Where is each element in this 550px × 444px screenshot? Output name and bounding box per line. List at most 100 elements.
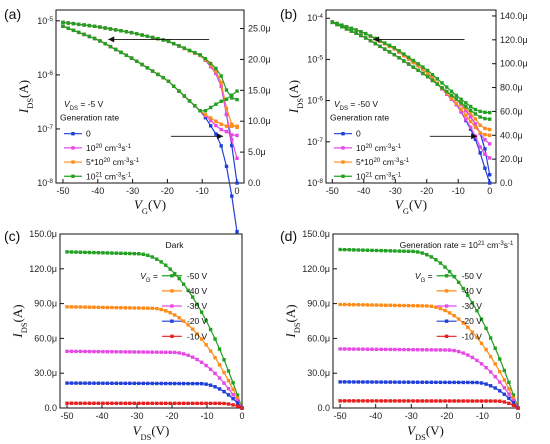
series-lin-10^21 cm-3s-1-point (177, 44, 181, 48)
x-tick-label: -20 (420, 186, 433, 196)
series--20 V-point (231, 397, 235, 401)
y-left-tick-label: 10-7 (37, 123, 53, 134)
series--30 V-point (96, 349, 101, 354)
series-log-10^21 cm-3s-1-point (203, 109, 208, 113)
series-lin-5*10^20 cm-3s-1-point (459, 107, 463, 111)
series-log-10^21 cm-3s-1-point (416, 68, 420, 72)
series--30 V-point (447, 348, 452, 352)
series-log-10^21 cm-3s-1-line (62, 25, 238, 112)
series--50 V-point (74, 250, 78, 254)
series--50 V-point (199, 310, 204, 314)
x-tick-label: 0 (487, 186, 492, 196)
series--30 V-point (384, 347, 388, 352)
series-lin-5*10^20 cm-3s-1-point (488, 133, 492, 137)
series--40 V-point (429, 304, 434, 309)
plot-frame (325, 9, 497, 184)
series-lin-10^21 cm-3s-1-point (87, 23, 92, 28)
series--20 V-point (479, 381, 484, 385)
series-log-10^21 cm-3s-1-point (406, 62, 411, 66)
series--10 V-point (141, 401, 145, 405)
legend-entry: -40 V (462, 286, 483, 296)
series-log-10^21 cm-3s-1-point (135, 59, 139, 63)
series-log-5*10^20 cm-3s-1-point (488, 127, 492, 132)
series--40 V-point (393, 303, 397, 308)
series--40 V-point (164, 309, 168, 313)
series--40 V-point (374, 303, 379, 307)
series--10 V-point (190, 401, 195, 406)
series--30 V-point (195, 357, 199, 362)
series--50 V-point (420, 251, 424, 255)
series--10 V-point (69, 401, 74, 405)
series--40 V-point (119, 306, 123, 310)
series--40 V-point (461, 321, 465, 325)
series-lin-10^21 cm-3s-1-point (203, 56, 208, 61)
series--50 V-point (141, 252, 145, 256)
series--50 V-point (511, 393, 516, 397)
series--50 V-point (402, 249, 406, 253)
series-lin-10^21 cm-3s-1-point (383, 41, 387, 45)
series-lin-0-point (473, 137, 478, 142)
series--30 V-point (479, 362, 484, 366)
series--10 V-point (83, 401, 87, 405)
series--50 V-point (461, 286, 465, 291)
series--40 V-point (159, 307, 163, 312)
series-lin-10^21 cm-3s-1-point (468, 104, 473, 109)
series--20 V-point (402, 380, 406, 384)
series--40 V-point (213, 356, 217, 360)
series--30 V-point (374, 347, 379, 352)
series--50 V-point (119, 251, 123, 255)
series-lin-10^21 cm-3s-1-point (124, 30, 128, 34)
series-lin-10^21 cm-3s-1-point (402, 52, 406, 56)
series-log-5*10^20 cm-3s-1-point (230, 124, 234, 128)
series--10 V-point (146, 401, 150, 406)
series--40 V-point (83, 305, 87, 309)
series-lin-10^21 cm-3s-1-point (373, 36, 377, 41)
y-right-tick-label: 20.0μ (248, 54, 271, 64)
series-log-10^21 cm-3s-1-point (156, 72, 160, 77)
series--10 V-point (168, 401, 172, 406)
series-lin-10^21 cm-3s-1-line (332, 21, 490, 114)
series--20 V-point (195, 381, 199, 386)
series--10 V-point (92, 401, 96, 405)
series-log-10^21 cm-3s-1-point (368, 39, 373, 43)
series--40 V-point (199, 337, 204, 341)
series--40 V-point (235, 396, 240, 401)
series--10 V-point (502, 400, 507, 404)
x-tick-label: -30 (126, 186, 139, 196)
series--20 V-point (87, 381, 92, 385)
series--40 V-point (443, 308, 447, 313)
x-tick-label: -10 (476, 411, 489, 421)
series-log-10^21 cm-3s-1-point (402, 59, 406, 63)
series--40 V-point (457, 317, 461, 321)
series--50 V-point (235, 393, 240, 397)
legend-entry: 5*1020 cm-3s-1 (86, 157, 140, 168)
series--30 V-point (452, 348, 456, 353)
series-lin-0-point (235, 181, 239, 185)
series-log-10^21 cm-3s-1-point (378, 44, 382, 49)
series-log-10^21 cm-3s-1-point (392, 53, 397, 57)
legend-swatch-marker (71, 131, 75, 136)
series--50 V-point (484, 326, 488, 331)
series--30 V-point (498, 380, 502, 384)
series--20 V-point (443, 380, 447, 385)
series--40 V-point (132, 306, 137, 310)
series-lin-10^21 cm-3s-1-point (335, 21, 339, 26)
legend-entry: -20 V (462, 316, 483, 326)
series--40 V-point (217, 363, 222, 367)
series-log-10^21 cm-3s-1-point (166, 79, 171, 83)
series--50 V-point (128, 251, 132, 256)
panel-note: Generation rate = 1021 cm-3s-1 (400, 240, 514, 251)
series--30 V-point (123, 350, 128, 354)
series--30 V-point (235, 399, 240, 403)
series-log-5*10^20 cm-3s-1-point (468, 111, 473, 116)
series--50 V-point (204, 318, 208, 323)
series--50 V-point (443, 265, 447, 269)
series--20 V-point (498, 389, 502, 393)
series--10 V-point (240, 406, 244, 410)
x-tick-label: -40 (369, 411, 382, 421)
series-lin-10^21 cm-3s-1-point (387, 43, 392, 48)
series--30 V-point (470, 355, 475, 360)
series--10 V-point (443, 399, 447, 403)
series--10 V-point (123, 401, 128, 405)
series--20 V-point (74, 381, 78, 385)
